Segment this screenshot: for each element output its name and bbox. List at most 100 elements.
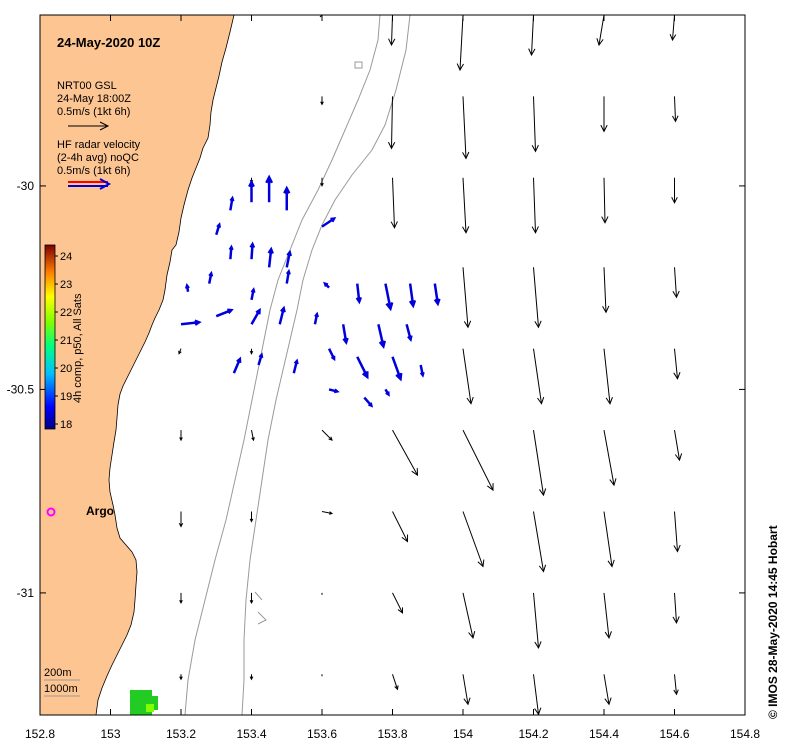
model-arrow [603,348,613,405]
colorbar-tick-label: 22 [60,307,72,319]
model-arrow [249,592,254,605]
model-arrow [178,511,184,528]
model-arrow [462,429,494,492]
model-arrow [533,267,542,329]
model-arrow [456,15,464,72]
model-arrow [392,592,404,614]
model-arrow [251,430,255,442]
radar-arrow [232,356,242,374]
x-tick-label: 152.8 [25,727,55,741]
x-tick-label: 154.4 [589,727,619,741]
credit-text: © IMOS 28-May-2020 14:45 Hobart [766,525,780,719]
model-arrow [596,15,605,47]
isobath-1000m [241,15,411,715]
model-arrow [603,511,615,568]
model-arrow [462,511,485,568]
radar-arrow [228,244,234,260]
model-arrow [249,511,254,523]
colorbar-tick-label: 21 [60,335,72,347]
radar-arrow [184,283,190,292]
model-arrow [602,267,610,314]
model-arrow [462,96,470,160]
model-arrow [531,96,539,153]
colorbar-tick-label: 23 [60,279,72,291]
land-mass [40,15,235,715]
radar-arrow [313,311,319,325]
x-tick-label: 153.2 [166,727,196,741]
colorbar-tick-label: 24 [60,251,72,263]
model-arrow [601,177,609,224]
model-arrow [533,430,547,497]
colorbar-label: 4h comp, p50, All Sats [72,293,84,403]
radar-arrow [391,356,403,382]
model-arrow [179,592,183,605]
colorbar-tick-label: 18 [60,419,72,431]
radar-arrow [215,222,222,236]
radar-arrow [377,324,386,349]
radar-arrow [249,241,256,260]
isobath-200m [184,15,381,715]
model-arrow [462,267,472,329]
radar-arrow [278,305,286,325]
x-tick-label: 154.8 [730,727,760,741]
x-tick-label: 153.4 [236,727,266,741]
map-title: 24-May-2020 10Z [57,35,160,50]
radar-arrows [180,174,441,408]
model-arrow [462,348,474,405]
model-arrow [462,592,476,639]
x-tick-label: 154.6 [659,727,689,741]
radar-arrow [363,396,374,408]
radar-legend-line3: 0.5m/s (1kt 6h) [57,165,130,177]
model-arrow [249,348,254,355]
model-arrow [462,177,470,234]
radar-scale-arrow [68,178,112,190]
radar-arrow [292,358,299,374]
radar-arrow [384,388,390,397]
model-arrow [462,674,471,706]
radar-legend-line2: (2-4h avg) noQC [57,152,139,164]
model-arrow [179,430,183,442]
x-tick-label: 153 [100,727,120,741]
radar-arrow [207,270,214,284]
model-arrow [531,177,539,234]
radar-arrow [355,283,363,305]
radar-arrow [250,287,256,301]
model-scale-arrow [68,121,110,131]
model-arrow [533,592,542,650]
y-tick-label: -31 [17,586,35,600]
model-arrow [533,348,545,405]
argo-label: Argo [86,504,114,518]
model-arrow [392,429,419,477]
model-legend-line2: 24-May 18:00Z [57,93,131,105]
radar-arrow [419,364,425,378]
radar-arrow [257,352,264,366]
model-arrow [387,96,396,150]
radar-arrow [328,388,340,394]
depth-legend-200m: 200m [44,667,72,679]
colorbar [44,244,56,430]
model-arrow [603,592,612,640]
depth-legend-1000m: 1000m [44,683,78,695]
colorbar-ticks: 24 23 22 21 20 19 18 [55,251,72,431]
model-arrow [674,430,683,462]
model-arrow [321,511,334,515]
radar-arrow [341,324,349,346]
radar-arrow [267,246,274,268]
model-arrow [178,348,182,355]
model-legend-line1: NRT00 GSL [57,80,117,92]
radar-arrow [433,283,441,307]
model-arrow [179,674,183,681]
radar-arrow [384,283,394,312]
model-arrow [673,674,679,696]
model-arrow [320,96,324,106]
model-arrow [672,96,679,123]
radar-arrow [285,249,292,268]
radar-arrow [327,348,336,362]
radar-arrow [408,283,417,309]
radar-arrow [356,356,369,380]
model-arrow [392,674,399,691]
radar-legend-line1: HF radar velocity [57,139,141,151]
model-arrow [673,511,681,553]
x-tick-label: 154 [453,727,473,741]
